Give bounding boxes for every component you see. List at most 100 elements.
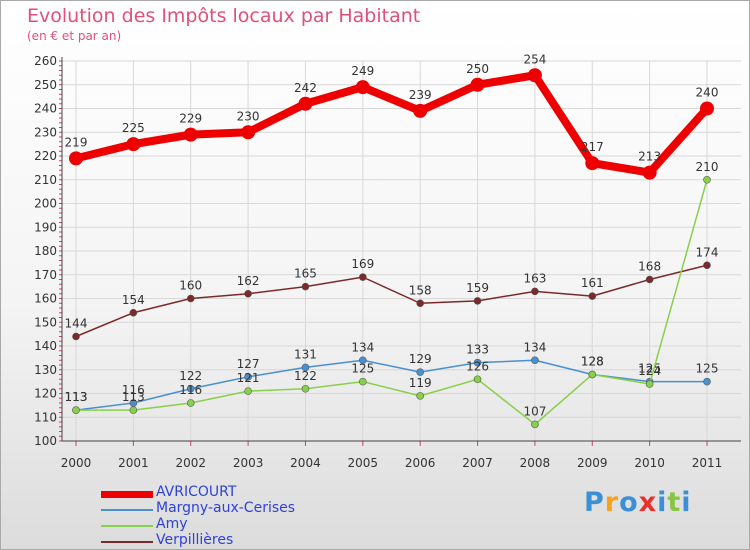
x-tick-label: 2010 [634, 456, 665, 470]
legend-label: Margny-aux-Cerises [156, 500, 296, 516]
series-avricourt-data-label: 239 [409, 88, 432, 102]
series-verpillieres-data-label: 158 [409, 283, 432, 297]
series-avricourt-point [527, 68, 542, 83]
y-tick-label: 130 [34, 363, 57, 377]
series-avricourt-point [355, 80, 370, 95]
series-verpillieres-data-label: 162 [237, 274, 260, 288]
series-amy-line [75, 179, 708, 426]
y-tick-label: 110 [34, 410, 57, 424]
series-verpillieres-data-label: 161 [581, 276, 604, 290]
y-tick-label: 180 [34, 244, 57, 258]
series-verpillieres-point [129, 308, 138, 317]
series-avricourt-line [72, 71, 711, 177]
series-verpillieres-data-label: 159 [466, 281, 489, 295]
x-tick-label: 2000 [61, 456, 92, 470]
logo-letter: x [638, 487, 658, 518]
y-tick-label: 210 [34, 173, 57, 187]
x-tick-label: 2006 [405, 456, 436, 470]
series-amy-data-label: 121 [237, 371, 260, 385]
chart-subtitle: (en € et par an) [27, 29, 122, 43]
series-avricourt-point [298, 96, 313, 111]
series-margny-aux-cerises-data-label: 134 [523, 340, 546, 354]
series-margny-aux-cerises-data-label: 125 [696, 362, 719, 376]
x-tick-label: 2005 [348, 456, 379, 470]
series-verpillieres-point [359, 273, 367, 281]
x-tick-label: 2008 [520, 456, 551, 470]
y-tick-label: 170 [34, 268, 57, 282]
y-tick-label: 120 [34, 387, 57, 401]
y-tick-label: 160 [34, 292, 57, 306]
logo-letter: r [604, 487, 620, 518]
legend-swatch [101, 490, 153, 498]
series-margny-aux-cerises-point [186, 384, 195, 393]
series-avricourt-point [470, 77, 485, 92]
series-margny-aux-cerises-data-label: 134 [351, 340, 374, 354]
series-amy-point [588, 370, 597, 379]
series-avricourt-point [69, 151, 83, 166]
series-verpillieres-point [244, 289, 252, 298]
series-avricourt-data-label: 230 [237, 109, 260, 123]
x-tick-label: 2002 [175, 456, 206, 470]
series-avricourt-data-label: 249 [351, 64, 374, 78]
series-verpillieres-point [703, 261, 711, 270]
series-avricourt-point [183, 127, 198, 142]
series-avricourt-data-label: 240 [696, 86, 719, 100]
series-avricourt-data-label: 254 [523, 52, 546, 66]
legend-label: Amy [156, 516, 188, 532]
series-verpillieres-data-label: 174 [696, 245, 719, 259]
series-amy-point [416, 392, 424, 400]
series-verpillieres-data-label: 160 [179, 279, 202, 293]
legend-label: Verpillières [156, 532, 234, 548]
series-amy-data-label: 113 [122, 390, 145, 404]
series-verpillieres-data-label: 144 [65, 317, 88, 331]
series-amy-data-label: 113 [65, 390, 88, 404]
legend-label: AVRICOURT [156, 484, 237, 500]
series-verpillieres-point [588, 292, 597, 300]
series-amy-point [72, 406, 80, 414]
y-tick-label: 240 [34, 102, 57, 116]
series-avricourt-point [700, 101, 714, 116]
series-amy-point [129, 406, 138, 414]
series-margny-aux-cerises-point [416, 368, 424, 376]
series-margny-aux-cerises-point [703, 377, 711, 386]
series-amy-data-label: 107 [523, 404, 546, 418]
legend-swatch [101, 525, 153, 527]
logo-letter: o [619, 487, 639, 518]
series-margny-aux-cerises-point [473, 358, 482, 367]
series-amy-data-label: 126 [466, 359, 489, 373]
y-tick-label: 100 [34, 434, 57, 448]
legend-swatch [101, 509, 153, 511]
logo-letter: t [667, 487, 682, 518]
series-amy-point [531, 420, 539, 429]
series-verpillieres-point [301, 282, 310, 291]
x-tick-label: 2003 [233, 456, 264, 470]
series-margny-aux-cerises-data-label: 133 [466, 343, 489, 357]
series-verpillieres-data-label: 165 [294, 267, 317, 281]
series-amy-data-label: 116 [179, 383, 202, 397]
chart-title: Evolution des Impôts locaux par Habitant [27, 5, 421, 27]
series-amy-point [473, 375, 482, 384]
series-avricourt-point [126, 137, 141, 152]
x-tick-label: 2004 [290, 456, 321, 470]
series-amy-point [301, 384, 310, 393]
series-amy-point [186, 399, 195, 407]
series-amy-data-label: 122 [294, 369, 317, 383]
series-margny-aux-cerises-data-label: 116 [122, 383, 145, 397]
y-tick-label: 190 [34, 220, 57, 234]
y-tick-label: 230 [34, 125, 57, 139]
y-tick-label: 200 [34, 197, 57, 211]
series-amy-point [645, 380, 654, 388]
series-amy-data-label: 128 [581, 355, 604, 369]
series-avricourt-data-label: 229 [179, 112, 202, 126]
series-avricourt-point [585, 156, 600, 171]
series-verpillieres-point [186, 294, 195, 303]
series-margny-aux-cerises-point [531, 356, 539, 365]
series-verpillieres-point [72, 332, 80, 341]
series-avricourt-point [642, 165, 657, 180]
series-margny-aux-cerises-data-label: 131 [294, 347, 317, 361]
logo-letter: P [584, 487, 605, 518]
series-amy-point [703, 175, 711, 184]
series-avricourt-point [241, 125, 256, 140]
series-avricourt-data-label: 250 [466, 62, 489, 76]
